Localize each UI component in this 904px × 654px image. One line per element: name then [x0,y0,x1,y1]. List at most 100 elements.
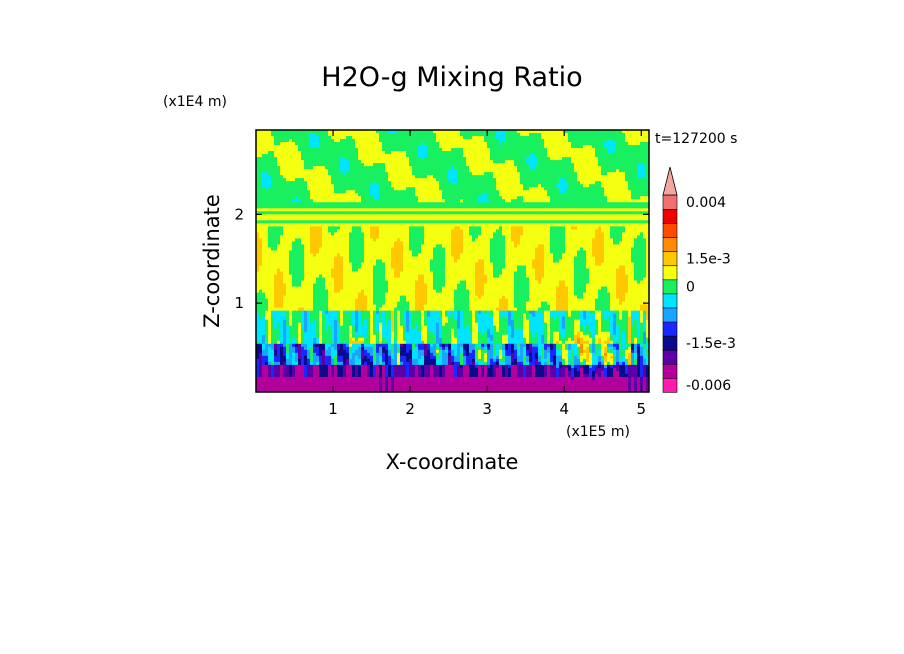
field-cell [403,154,407,158]
field-cell [529,136,533,140]
field-cell [463,160,467,164]
field-cell [568,175,572,179]
field-cell [517,130,521,134]
field-cell [277,145,281,149]
field-cell [265,187,269,191]
field-cell [541,175,545,179]
field-cell [385,187,389,191]
field-cell [526,130,530,134]
field-cell [337,181,341,185]
field-cell [601,133,605,137]
field-cell [373,154,377,158]
field-cell [400,139,404,143]
field-cell [619,130,623,134]
field-cell [259,163,263,167]
field-cell [403,166,407,170]
field-cell [574,142,578,146]
field-cell [628,139,632,143]
field-cell [319,133,323,137]
field-cell [547,160,551,164]
field-cell [604,130,608,134]
field-cell [331,157,335,161]
field-cell [490,163,494,167]
field-cell [355,151,359,155]
field-cell [532,151,536,155]
field-cell [322,181,326,185]
field-cell [469,160,473,164]
field-cell [298,163,302,167]
field-cell [580,139,584,143]
field-cell [487,130,491,134]
field-cell [358,136,362,140]
field-cell [466,157,470,161]
field-cell [601,175,605,179]
field-cell [439,169,443,173]
field-cell [286,172,290,176]
field-cell [355,154,359,158]
field-cell [319,148,323,152]
field-cell [634,163,638,167]
field-cell [628,130,632,134]
field-cell [562,184,566,188]
field-cell [496,187,500,191]
field-cell [358,142,362,146]
field-cell [265,136,269,140]
field-cell [433,169,437,173]
field-cell [595,184,599,188]
field-cell [424,133,428,137]
field-cell [547,181,551,185]
field-cell [277,136,281,140]
field-cell [292,157,296,161]
field-cell [427,166,431,170]
field-cell [304,169,308,173]
field-cell [439,157,443,161]
field-cell [268,136,272,140]
field-cell [406,142,410,146]
field-cell [622,151,626,155]
field-cell [409,145,413,149]
field-cell [586,184,590,188]
field-cell [640,145,644,149]
field-cell [358,160,362,164]
field-cell [604,187,608,191]
field-cell [451,184,455,188]
field-cell [544,154,548,158]
field-cell [643,139,647,143]
field-cell [568,130,572,134]
field-cell [259,175,263,179]
field-cell [337,145,341,149]
field-cell [568,184,572,188]
field-cell [259,133,263,137]
field-cell [547,145,551,149]
field-cell [631,175,635,179]
field-cell [406,184,410,188]
field-cell [424,130,428,134]
field-cell [424,136,428,140]
field-cell [283,169,287,173]
field-cell [361,151,365,155]
field-cell [643,148,647,152]
field-cell [553,154,557,158]
field-cell [283,184,287,188]
field-cell [568,148,572,152]
field-cell [598,130,602,134]
field-cell [568,187,572,191]
field-cell [373,181,377,185]
field-cell [514,178,518,182]
field-cell [628,148,632,152]
field-cell [634,178,638,182]
field-cell [529,139,533,143]
field-cell [493,154,497,158]
field-cell [535,163,539,167]
field-cell [601,145,605,149]
field-cell [337,169,341,173]
field-cell [361,187,365,191]
field-cell [352,151,356,155]
field-cell [541,166,545,170]
field-cell [529,187,533,191]
field-cell [382,154,386,158]
field-cell [307,133,311,137]
field-cell [559,172,563,176]
field-cell [472,166,476,170]
field-cell [556,178,560,182]
